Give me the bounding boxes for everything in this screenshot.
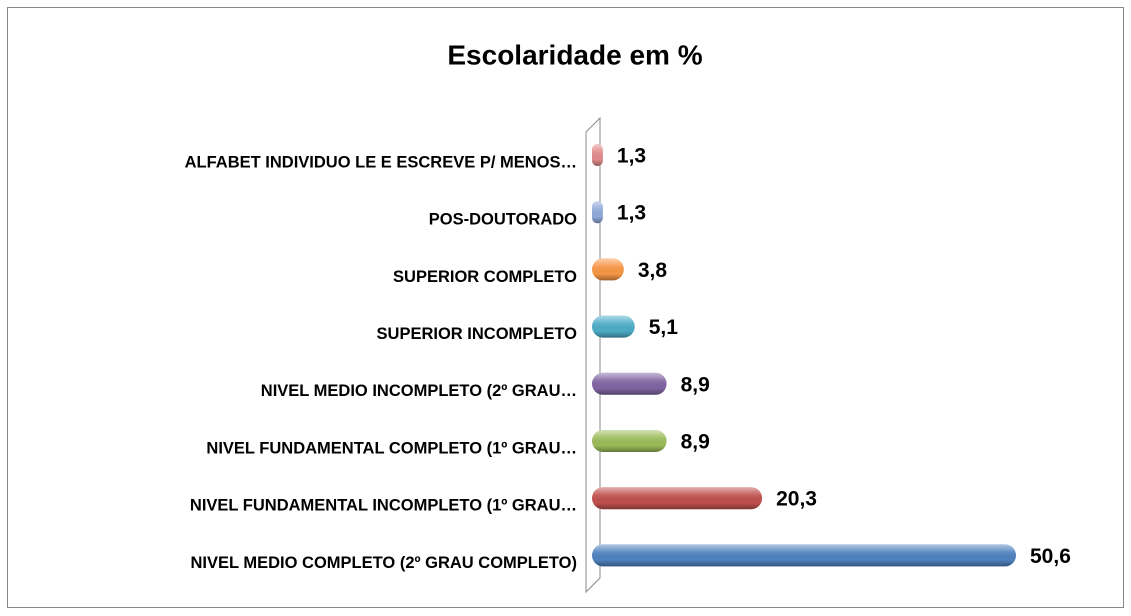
data-label: 5,1 xyxy=(649,316,679,339)
bar-shine xyxy=(592,315,635,338)
bar-shine xyxy=(592,487,763,510)
bar-shine xyxy=(592,544,1016,567)
axis-wall xyxy=(585,116,601,594)
chart-border xyxy=(7,7,1124,608)
bar-shine xyxy=(592,372,667,395)
category-label: ALFABET INDIVIDUO LE E ESCREVE P/ MENOS… xyxy=(185,153,577,171)
data-label: 8,9 xyxy=(681,431,710,454)
category-label: SUPERIOR INCOMPLETO xyxy=(377,325,578,343)
data-label: 8,9 xyxy=(681,373,710,396)
category-label: NIVEL MEDIO COMPLETO (2º GRAU COMPLETO) xyxy=(191,554,577,572)
category-label: NIVEL FUNDAMENTAL COMPLETO (1º GRAU… xyxy=(206,439,577,457)
data-label: 3,8 xyxy=(638,259,668,282)
data-label: 20,3 xyxy=(776,488,817,511)
bar-shine xyxy=(592,201,603,224)
category-label: POS-DOUTORADO xyxy=(429,211,577,229)
data-label: 1,3 xyxy=(617,145,646,168)
chart-title: Escolaridade em % xyxy=(447,39,702,70)
category-label: NIVEL FUNDAMENTAL INCOMPLETO (1º GRAU… xyxy=(190,497,577,515)
category-label: NIVEL MEDIO INCOMPLETO (2º GRAU… xyxy=(261,382,577,400)
bar-shine xyxy=(592,258,624,281)
bar-shine xyxy=(592,430,667,452)
data-label: 50,6 xyxy=(1030,545,1071,568)
data-label: 1,3 xyxy=(617,202,646,225)
category-label: SUPERIOR COMPLETO xyxy=(393,268,577,286)
bar-shine xyxy=(592,144,603,166)
